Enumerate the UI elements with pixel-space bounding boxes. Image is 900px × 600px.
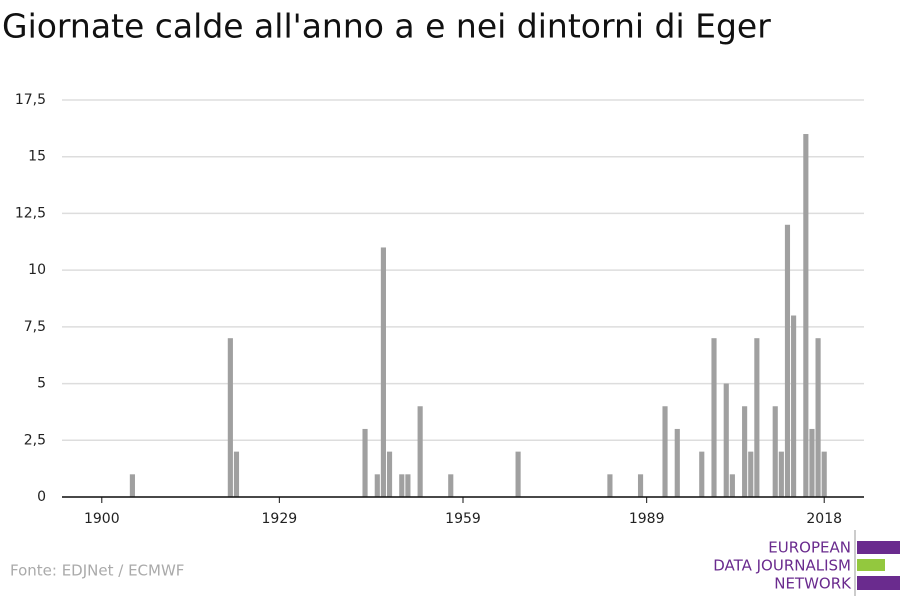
bar: [821, 451, 827, 497]
bar: [711, 338, 717, 497]
bar: [405, 474, 411, 497]
y-tick-label: 12,5: [15, 205, 46, 221]
bar: [362, 428, 368, 497]
bar: [784, 224, 791, 497]
y-tick-label: 5: [37, 376, 46, 392]
bar: [699, 451, 705, 497]
x-tick-label: 2018: [806, 511, 842, 527]
bar: [399, 474, 405, 497]
bar: [809, 428, 815, 497]
logo-text: EUROPEAN: [768, 539, 851, 557]
bar: [448, 474, 454, 497]
bar: [772, 406, 778, 497]
bar: [723, 383, 729, 497]
logo-bar: [857, 576, 900, 590]
bar: [729, 474, 735, 497]
chart-title: Giornate calde all'anno a e nei dintorni…: [2, 7, 771, 46]
bar: [674, 428, 680, 497]
bar: [380, 247, 386, 497]
bar: [374, 474, 380, 497]
logo-bar: [857, 541, 900, 554]
x-tick-label: 1900: [84, 511, 120, 527]
bar: [129, 474, 135, 497]
logo-bar: [857, 559, 885, 571]
y-tick-label: 7,5: [24, 319, 46, 335]
y-tick-label: 15: [28, 149, 46, 165]
bar: [386, 451, 393, 497]
logo-text: DATA JOURNALISM: [713, 557, 851, 575]
bar: [233, 451, 240, 497]
bar: [791, 315, 797, 497]
logo-text: NETWORK: [774, 575, 852, 593]
bar: [637, 474, 644, 497]
bar: [803, 134, 809, 497]
y-tick-label: 10: [28, 262, 46, 278]
source: Fonte: EDJNet / ECMWF: [10, 562, 184, 580]
y-tick-label: 17,5: [15, 92, 46, 108]
y-tick-label: 2,5: [24, 432, 46, 448]
bar: [742, 406, 748, 497]
x-tick-label: 1989: [629, 511, 665, 527]
bar: [227, 338, 233, 497]
x-tick-label: 1959: [445, 511, 481, 527]
bar: [778, 451, 784, 497]
bar: [815, 338, 821, 497]
bar: [607, 474, 613, 497]
bar: [417, 406, 423, 497]
x-tick-label: 1929: [262, 511, 298, 527]
bar: [662, 406, 668, 497]
bar: [748, 451, 754, 497]
bar: [754, 338, 760, 497]
bar: [515, 451, 521, 497]
y-tick-label: 0: [37, 489, 46, 505]
